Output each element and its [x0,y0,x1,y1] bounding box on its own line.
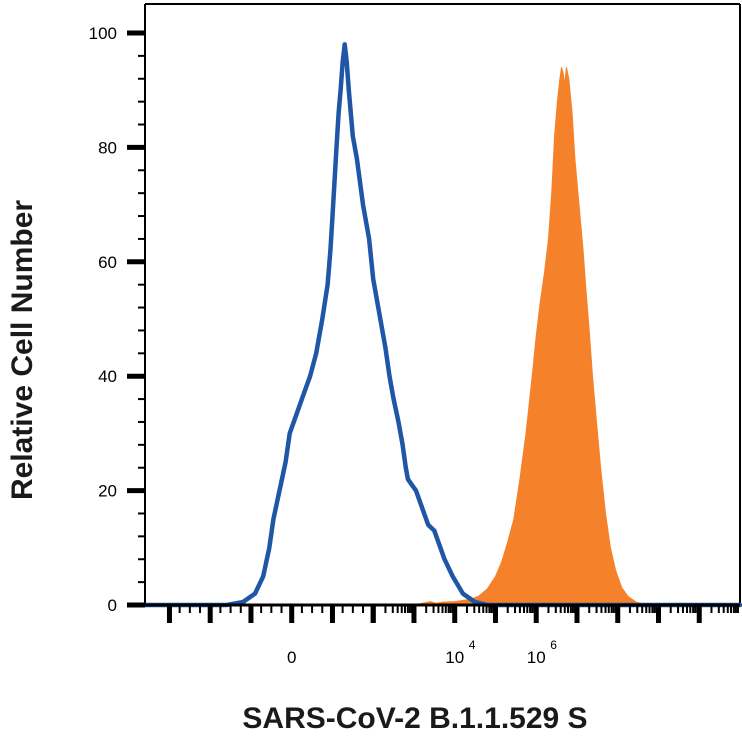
plot-area [144,3,741,605]
y-tick-label: 0 [108,596,117,615]
chart-marks [142,42,742,608]
x-tick-label: 10 6 [527,638,557,667]
y-tick-label: 80 [98,138,117,157]
x-tick-label-base: 10 [445,648,464,667]
x-tick-label-exponent: 6 [550,638,557,652]
x-axis-title: SARS-CoV-2 B.1.1.529 S [242,702,587,735]
y-tick-label: 60 [98,253,117,272]
x-tick-label: 0 [287,648,296,667]
control-histogram-line [142,42,742,608]
x-tick-label: 10 4 [445,638,475,667]
y-axis: 0 20 40 60 80 100 [89,24,145,615]
x-tick-label-base: 10 [527,648,546,667]
x-tick-label-exponent: 4 [469,638,476,652]
x-tick-label-base: 0 [287,648,296,667]
y-tick-label: 100 [89,24,117,43]
x-axis: 0 10 4 10 6 [145,603,740,667]
y-tick-label: 20 [98,482,117,501]
y-tick-label: 40 [98,367,117,386]
stained-histogram-area [145,67,740,606]
y-axis-title: Relative Cell Number [6,200,39,500]
